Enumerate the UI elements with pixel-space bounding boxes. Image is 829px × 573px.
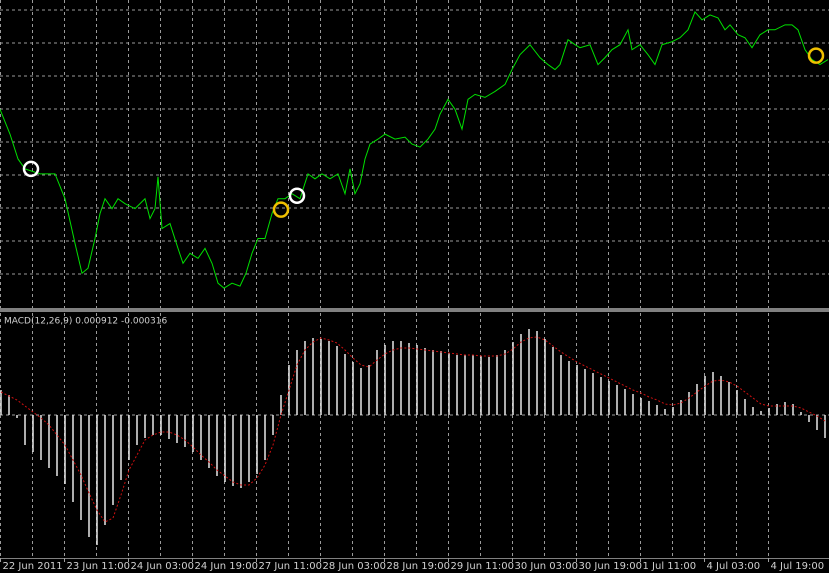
- signal-marker: [807, 47, 825, 64]
- x-tick-label: 24 Jun 19:00: [195, 561, 259, 572]
- x-tick-label: 29 Jun 11:00: [451, 561, 515, 572]
- price-grid: [0, 9, 829, 275]
- macd-label: MACD(12,26,9) 0.000912 -0.000316: [4, 317, 167, 327]
- x-tick-label: 23 Jun 11:00: [67, 561, 131, 572]
- x-tick-label: 22 Jun 2011: [3, 561, 63, 572]
- x-tick-label: 24 Jun 03:00: [131, 561, 195, 572]
- x-tick-label: 1 Jul 11:00: [643, 561, 697, 572]
- panel-separator: [0, 308, 829, 312]
- x-tick-label: 30 Jun 03:00: [515, 561, 579, 572]
- x-tick-label: 4 Jul 03:00: [707, 561, 761, 572]
- x-tick-label: 4 Jul 19:00: [771, 561, 825, 572]
- signal-marker: [288, 187, 306, 204]
- x-tick-label: 27 Jun 11:00: [259, 561, 323, 572]
- x-tick-label: 28 Jun 03:00: [323, 561, 387, 572]
- signal-marker: [272, 201, 290, 218]
- price-line: [0, 10, 829, 289]
- signal-line: [0, 336, 826, 523]
- x-tick-label: 30 Jun 19:00: [579, 561, 643, 572]
- x-tick-label: 28 Jun 19:00: [387, 561, 451, 572]
- signal-marker: [22, 160, 40, 178]
